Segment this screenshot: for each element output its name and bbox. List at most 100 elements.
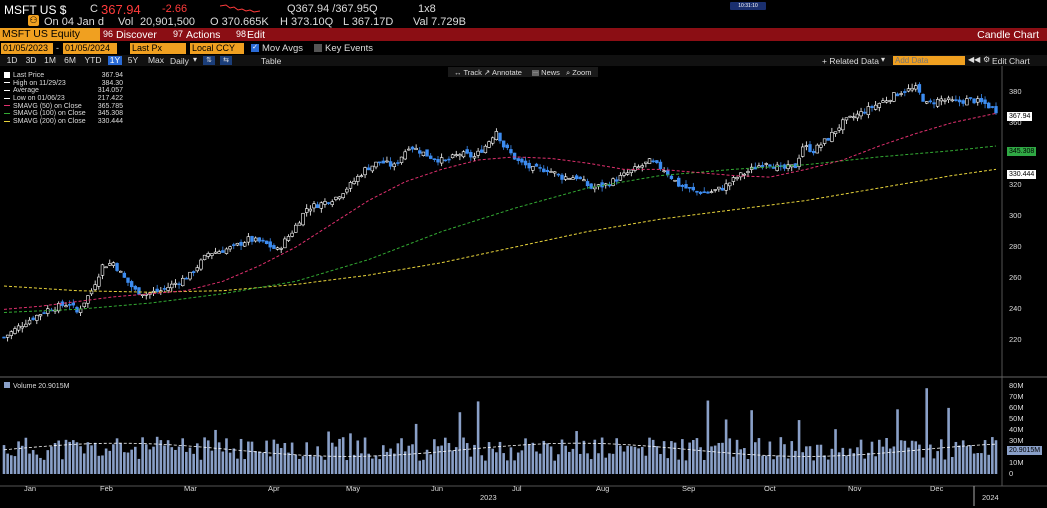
- collapse-icon[interactable]: ◀◀: [968, 55, 981, 64]
- volume-bar: [46, 450, 50, 474]
- volume-bar: [991, 437, 994, 474]
- volume-bar: [287, 452, 290, 474]
- range-button-max[interactable]: Max: [147, 55, 165, 65]
- period-selector[interactable]: Daily: [170, 56, 189, 66]
- candle-body: [345, 188, 349, 193]
- candle-body: [589, 183, 593, 189]
- last-price: 367.94: [101, 2, 141, 17]
- add-data-input[interactable]: [893, 56, 965, 65]
- volume-bar: [717, 442, 721, 474]
- volume-bar: [520, 450, 524, 474]
- ticker-label[interactable]: MSFT US $: [4, 3, 67, 17]
- candle-body: [957, 99, 962, 103]
- range-button-3d[interactable]: 3D: [25, 55, 37, 65]
- end-date-field[interactable]: 01/05/2024: [63, 43, 117, 54]
- range-button-1m[interactable]: 1M: [44, 55, 56, 65]
- candle-body: [275, 247, 280, 250]
- legend-label: SMAVG (200) on Close: [13, 118, 86, 126]
- volume-bar: [141, 437, 144, 474]
- range-button-1y[interactable]: 1Y: [108, 55, 122, 65]
- range-button-ytd[interactable]: YTD: [84, 55, 102, 65]
- volume-bar: [826, 459, 830, 474]
- candle-body: [983, 99, 987, 104]
- candle-body: [334, 196, 338, 200]
- range-button-6m[interactable]: 6M: [64, 55, 76, 65]
- candle-body: [841, 119, 845, 131]
- tool-zoom[interactable]: ⌕ Zoom: [566, 68, 592, 77]
- price-change: -2.66: [162, 3, 188, 15]
- mov-avgs-checkbox[interactable]: ✓: [251, 44, 259, 52]
- volume-bar: [567, 451, 571, 474]
- volume-bar: [31, 450, 35, 474]
- volume-tick-label: 10M: [1009, 458, 1024, 467]
- security-field[interactable]: MSFT US Equity: [0, 28, 100, 41]
- candle-body: [122, 272, 127, 278]
- volume-bar: [381, 445, 385, 474]
- volume-bar: [640, 446, 644, 474]
- candle-body: [534, 163, 539, 167]
- menu-prefix-98: 98: [236, 29, 247, 39]
- tool-track[interactable]: ↔ Track: [454, 68, 482, 77]
- table-button[interactable]: Table: [261, 56, 282, 66]
- volume-bar: [546, 443, 549, 474]
- chart-controls: 01/05/2023 - 01/05/2024 Last Px Local CC…: [0, 42, 1047, 55]
- chevron-down-icon[interactable]: ▾: [193, 55, 198, 64]
- legend-label: SMAVG (100) on Close: [13, 110, 86, 118]
- volume-bar: [465, 443, 469, 474]
- range-button-5y[interactable]: 5Y: [127, 55, 139, 65]
- actions-menu[interactable]: Actions: [186, 29, 221, 41]
- volume-bar: [104, 448, 108, 474]
- volume-bar: [195, 443, 199, 474]
- volume-bar: [921, 457, 925, 474]
- field-selector[interactable]: Last Px: [130, 43, 186, 54]
- volume-bar: [823, 455, 826, 474]
- volume-bar: [93, 442, 97, 474]
- volume-bar: [772, 459, 775, 474]
- volume-bar: [918, 444, 921, 474]
- legend-value: 314.057: [97, 87, 123, 95]
- candle-body: [666, 170, 670, 176]
- price-tick-label: 220: [1009, 335, 1022, 345]
- candle-body: [418, 150, 422, 154]
- volume-bar: [35, 454, 39, 474]
- volume-bar: [677, 459, 681, 474]
- candle-body: [939, 98, 943, 102]
- chart-style-icon[interactable]: ⇅: [203, 56, 215, 65]
- chart-style2-icon[interactable]: ⇆: [220, 56, 232, 65]
- candle-body: [556, 173, 561, 176]
- candle-body: [647, 158, 652, 164]
- edit-chart-button[interactable]: Edit Chart: [992, 56, 1030, 66]
- key-events-checkbox[interactable]: [314, 44, 322, 52]
- candle-body: [491, 137, 495, 144]
- chevron-down-icon[interactable]: ▾: [881, 55, 886, 64]
- volume-bar: [648, 437, 651, 474]
- candle-body: [111, 262, 116, 266]
- sma200-tag: 330.444: [1007, 170, 1037, 179]
- volume-bar: [133, 446, 137, 474]
- tool-annotate[interactable]: ↗ Annotate: [484, 68, 522, 77]
- candle-body: [844, 117, 849, 121]
- edit-menu[interactable]: Edit: [247, 29, 266, 41]
- candle-body: [516, 158, 520, 162]
- volume-bar: [874, 456, 877, 474]
- legend-row: SMAVG (100) on Close 345.308: [4, 110, 125, 118]
- currency-selector[interactable]: Local CCY: [190, 43, 244, 54]
- legend-swatch: [4, 82, 10, 84]
- gear-icon[interactable]: ⚙: [983, 55, 991, 64]
- volume-bar: [965, 446, 969, 474]
- legend-swatch: [4, 113, 10, 115]
- volume-bar: [341, 437, 345, 474]
- start-date-field[interactable]: 01/05/2023: [1, 43, 53, 54]
- related-data-button[interactable]: + Related Data: [822, 56, 879, 66]
- price-chart[interactable]: [0, 66, 1047, 508]
- volume-bar: [436, 446, 440, 474]
- month-label: Jun: [431, 484, 444, 493]
- volume-bar: [367, 453, 371, 474]
- tool-news[interactable]: ▤ News: [532, 68, 560, 77]
- range-button-1d[interactable]: 1D: [6, 55, 18, 65]
- candle-body: [396, 162, 400, 164]
- discover-menu[interactable]: Discover: [116, 29, 157, 41]
- volume-tick-label: 70M: [1009, 392, 1024, 401]
- volume-bar: [24, 437, 28, 474]
- candle-body: [436, 158, 440, 163]
